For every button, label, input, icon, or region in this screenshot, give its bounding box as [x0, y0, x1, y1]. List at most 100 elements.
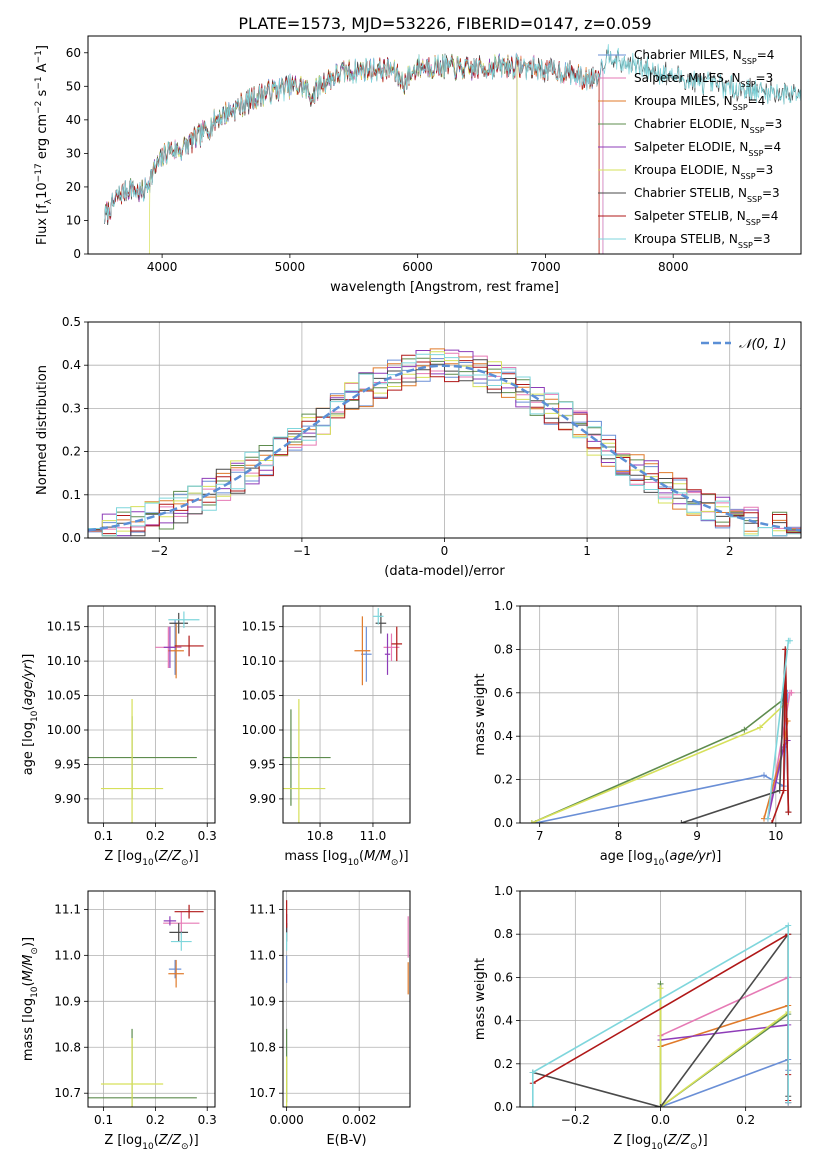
y-tick-label: 0.2 — [494, 1057, 513, 1071]
y-tick-label: 10.7 — [249, 1086, 276, 1100]
axes-frame — [87, 605, 216, 824]
x-axis-label: wavelength [Angstrom, rest frame] — [330, 280, 559, 295]
y-tick-label: 10.9 — [54, 994, 81, 1008]
y-tick-label: 10 — [66, 213, 81, 227]
y-tick-label: 9.90 — [54, 792, 81, 806]
y-tick-label: 11.1 — [249, 902, 276, 916]
figure-title: PLATE=1573, MJD=53226, FIBERID=0147, z=0… — [238, 14, 651, 33]
legend-entry: Salpeter ELODIE, NSSP=4 — [634, 140, 781, 158]
mass-vs-Z-panel: 0.1 0.2 0.3 10.7 10.8 10.9 11.0 11.1 Z [log10(Z/… — [21, 890, 217, 1152]
y-tick-label: 0.0 — [62, 531, 81, 545]
weight-marker — [657, 1104, 664, 1107]
y-tick-label: 9.90 — [249, 792, 276, 806]
y-tick-label: 10.05 — [242, 689, 276, 703]
legend-entry: Salpeter STELIB, NSSP=4 — [634, 209, 778, 227]
x-tick-label: 1 — [583, 544, 591, 558]
spectrum-plot-area — [104, 44, 801, 254]
x-tick-label: 11.0 — [360, 829, 387, 843]
y-tick-label: 0.4 — [62, 358, 81, 372]
x-tick-label: 10.8 — [307, 829, 334, 843]
weight-marker — [785, 1099, 792, 1106]
y-tick-label: 10.10 — [242, 654, 276, 668]
weight-marker — [764, 815, 771, 822]
weight-marker — [785, 809, 792, 816]
x-tick-label: 2 — [726, 544, 734, 558]
y-tick-label: 0.8 — [494, 642, 513, 656]
legend-entry: 𝒩(0, 1) — [739, 337, 786, 352]
axes-frame — [282, 605, 411, 824]
legend-entry: Kroupa ELODIE, NSSP=3 — [634, 163, 773, 181]
histogram-kroupa-stelib — [88, 353, 801, 537]
y-tick-label: 0.0 — [494, 1100, 513, 1114]
y-axis-label: age [log10(age/yr)] — [21, 654, 40, 776]
weight-marker — [678, 820, 685, 823]
y-tick-label: 0.1 — [62, 488, 81, 502]
y-tick-label: 11.0 — [249, 948, 276, 962]
weight-marker — [788, 689, 795, 696]
mass-vs-Z-plot-area — [88, 904, 204, 1107]
y-tick-label: 9.95 — [54, 757, 81, 771]
mass-weight-vs-age-panel: 7 8 9 10 0.0 0.2 0.4 0.6 0.8 1.0 age [log10(age/yr… — [473, 599, 802, 868]
age-vs-Z-panel: 0.1 0.2 0.3 9.90 9.95 10.00 10.05 10.10 10.15 Z [… — [21, 605, 217, 868]
y-tick-label: 9.95 — [249, 757, 276, 771]
y-tick-label: 0.6 — [494, 970, 513, 984]
weight-marker — [768, 820, 775, 823]
x-tick-label: 0.2 — [146, 829, 165, 843]
x-tick-label: 0 — [441, 544, 449, 558]
y-tick-label: 1.0 — [494, 599, 513, 613]
mass-weight-vs-Z-panel: −0.2 0.0 0.2 0.0 0.2 0.4 0.6 0.8 1.0 Z [log10(Z/Z… — [473, 884, 802, 1152]
axes-frame — [87, 890, 216, 1108]
y-tick-label: 10.10 — [47, 654, 81, 668]
weight-marker — [741, 726, 748, 733]
x-tick-label: 0.0 — [651, 1113, 670, 1127]
y-tick-label: 10.8 — [54, 1040, 81, 1054]
y-axis-label: mass [log10(M/M⊙)] — [21, 937, 40, 1061]
x-tick-label: 0.1 — [94, 1113, 113, 1127]
weight-marker — [761, 772, 768, 779]
y-tick-label: 1.0 — [494, 884, 513, 898]
weight-marker — [784, 718, 791, 725]
y-tick-label: 10.7 — [54, 1086, 81, 1100]
mass-weight-vs-Z-plot-area — [529, 922, 792, 1107]
x-tick-label: 7000 — [530, 260, 561, 274]
x-tick-label: 7 — [536, 829, 544, 843]
x-axis-label: Z [log10(Z/Z⊙)] — [613, 1133, 707, 1152]
y-axis-label: Normed distribution — [35, 365, 50, 495]
x-tick-label: 0.3 — [198, 1113, 217, 1127]
weight-marker — [529, 1104, 536, 1107]
y-tick-label: 10.00 — [242, 723, 276, 737]
x-tick-label: 10 — [768, 829, 783, 843]
y-tick-label: 0.0 — [494, 816, 513, 830]
y-tick-label: 10.00 — [47, 723, 81, 737]
y-tick-label: 0.2 — [62, 445, 81, 459]
weight-marker — [785, 922, 792, 929]
y-axis-label: Flux [fλ10−17 erg cm−2 s−1 A−1] — [34, 45, 54, 245]
x-axis-label: age [log10(age/yr)] — [600, 849, 722, 868]
x-axis-label: Z [log10(Z/Z⊙)] — [104, 1133, 198, 1152]
y-tick-label: 20 — [66, 180, 81, 194]
x-tick-label: 0.2 — [736, 1113, 755, 1127]
y-tick-label: 0.2 — [494, 773, 513, 787]
x-tick-label: −1 — [293, 544, 311, 558]
legend-entry: Kroupa STELIB, NSSP=3 — [634, 232, 771, 250]
y-tick-label: 11.1 — [54, 902, 81, 916]
y-tick-label: 50 — [66, 79, 81, 93]
axes-frame — [87, 35, 802, 255]
y-tick-label: 10.15 — [242, 620, 276, 634]
y-tick-label: 30 — [66, 146, 81, 160]
age-vs-mass-plot-area — [283, 608, 403, 823]
weight-line-kroupa-elodie — [659, 988, 789, 1107]
y-tick-label: 10.9 — [249, 994, 276, 1008]
y-axis-label: mass weight — [473, 958, 488, 1040]
x-tick-label: 9 — [693, 829, 701, 843]
weight-marker — [657, 985, 664, 992]
y-tick-label: 40 — [66, 113, 81, 127]
y-tick-label: 10.15 — [47, 620, 81, 634]
x-tick-label: 6000 — [402, 260, 433, 274]
x-tick-label: 0.2 — [146, 1113, 165, 1127]
weight-line-kroupa-stelib — [531, 924, 790, 1107]
legend-entry: Chabrier ELODIE, NSSP=3 — [634, 117, 782, 135]
y-tick-label: 0.3 — [62, 401, 81, 415]
y-tick-label: 0.4 — [494, 729, 513, 743]
